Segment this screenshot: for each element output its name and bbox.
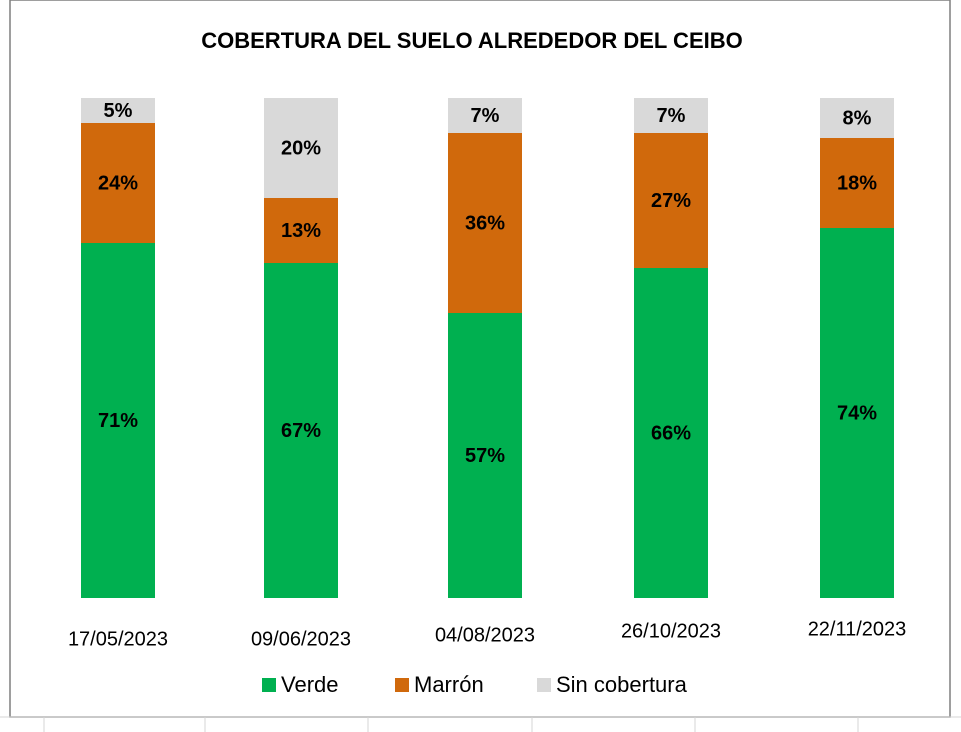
legend-swatch: [537, 678, 551, 692]
data-label: 24%: [98, 172, 138, 194]
legend-swatch: [395, 678, 409, 692]
data-label: 8%: [843, 107, 872, 129]
bar-segment: [634, 133, 708, 268]
data-label: 5%: [104, 100, 133, 122]
bar-segment: [264, 98, 338, 198]
bar-segment: [820, 228, 894, 598]
legend-label: Marrón: [414, 672, 484, 697]
bar-segment: [264, 263, 338, 598]
bar-segment: [634, 98, 708, 133]
bar-segment: [448, 313, 522, 598]
bar-segment: [448, 98, 522, 133]
x-tick-label: 17/05/2023: [68, 628, 168, 650]
data-label: 7%: [657, 105, 686, 127]
data-label: 67%: [281, 420, 321, 442]
bar-segment: [634, 268, 708, 598]
data-label: 7%: [471, 105, 500, 127]
x-tick-label: 26/10/2023: [621, 620, 721, 642]
data-label: 27%: [651, 190, 691, 212]
data-label: 13%: [281, 220, 321, 242]
bar-segment: [448, 133, 522, 313]
data-label: 20%: [281, 137, 321, 159]
x-tick-label: 09/06/2023: [251, 628, 351, 650]
bar-segment: [820, 138, 894, 228]
chart-title: COBERTURA DEL SUELO ALREDEDOR DEL CEIBO: [201, 28, 742, 53]
x-tick-label: 04/08/2023: [435, 624, 535, 646]
data-label: 74%: [837, 402, 877, 424]
data-label: 57%: [465, 445, 505, 467]
legend-label: Verde: [281, 672, 339, 697]
data-label: 18%: [837, 172, 877, 194]
x-tick-label: 22/11/2023: [808, 618, 907, 640]
bar-segment: [820, 98, 894, 138]
legend-label: Sin cobertura: [556, 672, 688, 697]
data-label: 66%: [651, 422, 691, 444]
bar-segment: [81, 123, 155, 243]
legend-swatch: [262, 678, 276, 692]
data-label: 36%: [465, 212, 505, 234]
bar-segment: [264, 198, 338, 263]
data-label: 71%: [98, 410, 138, 432]
bar-segment: [81, 243, 155, 598]
bar-segment: [81, 98, 155, 123]
